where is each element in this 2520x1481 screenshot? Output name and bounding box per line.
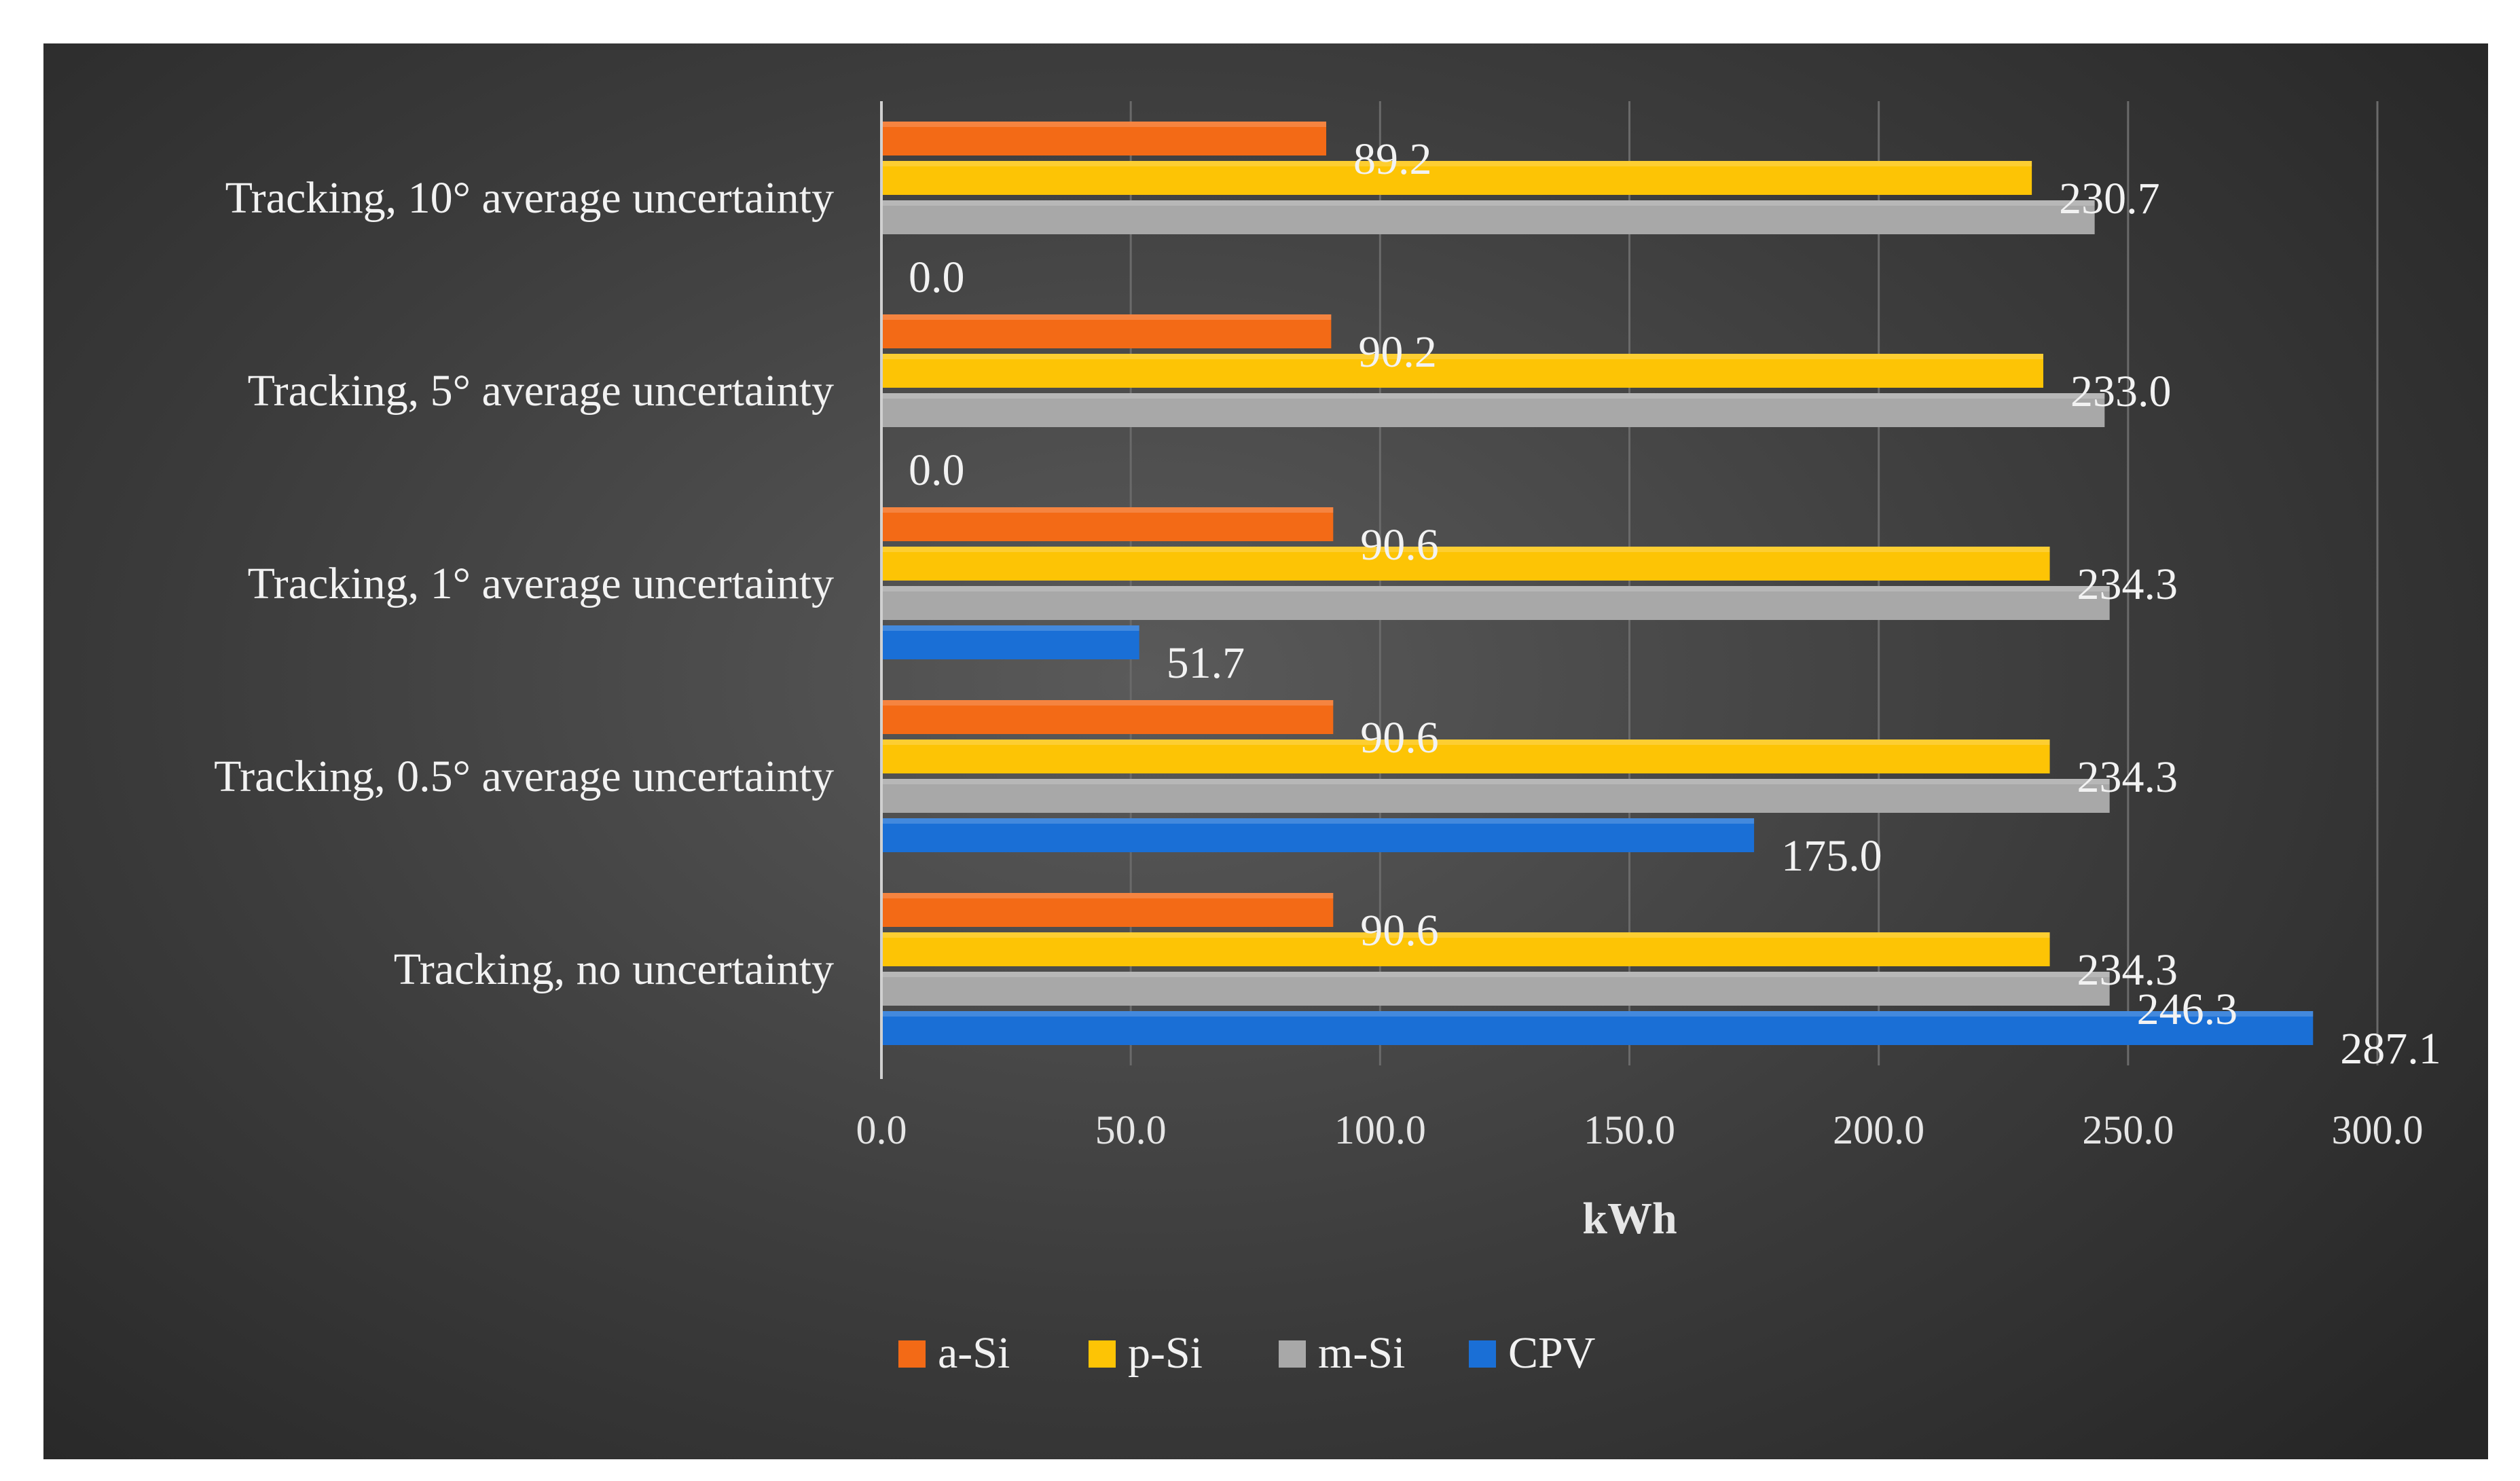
bar-highlight xyxy=(881,1011,2314,1017)
legend-swatch xyxy=(1469,1340,1496,1368)
legend-swatch xyxy=(1089,1340,1116,1368)
bar-m-si xyxy=(881,779,2110,813)
bar-a-si xyxy=(881,507,1334,541)
bar-cpv xyxy=(881,818,1755,852)
x-axis-title: kWh xyxy=(1582,1194,1677,1243)
bar-highlight xyxy=(881,507,1334,513)
bar-highlight xyxy=(881,161,2032,166)
x-tick-label: 300.0 xyxy=(2332,1108,2424,1152)
data-label: 175.0 xyxy=(1781,831,1882,881)
bar-cpv xyxy=(881,625,1139,659)
chart-frame: 0.0 50.0 100.0 150.0 200.0 250.0 300.0 Trackin… xyxy=(43,43,2488,1459)
labels: Tracking, 10° average uncertainty 89.2 230… xyxy=(214,134,2441,1074)
data-label: 51.7 xyxy=(1167,638,1245,688)
data-label: 234.3 xyxy=(2077,560,2178,609)
bar-highlight xyxy=(881,625,1139,631)
bar-highlight xyxy=(881,122,1327,127)
x-tick-label: 200.0 xyxy=(1833,1108,1924,1152)
legend-label: CPV xyxy=(1508,1328,1595,1378)
legend: a-Si p-Si m-Si CPV xyxy=(898,1328,1595,1378)
bar-highlight xyxy=(881,547,2050,552)
x-tick-label: 50.0 xyxy=(1095,1108,1167,1152)
category-label: Tracking, no uncertainty xyxy=(394,945,834,994)
bar-highlight xyxy=(881,739,2050,745)
x-tick-label: 250.0 xyxy=(2082,1108,2174,1152)
bar-a-si xyxy=(881,893,1334,927)
bar-highlight xyxy=(881,354,2043,359)
legend-label: p-Si xyxy=(1128,1328,1203,1378)
bar-m-si xyxy=(881,586,2110,620)
legend-swatch xyxy=(1279,1340,1306,1368)
bar-m-si xyxy=(881,393,2105,427)
bar-highlight xyxy=(881,314,1332,320)
axes: 0.0 50.0 100.0 150.0 200.0 250.0 300.0 xyxy=(856,101,2424,1152)
bar-a-si xyxy=(881,122,1327,156)
bar-highlight xyxy=(881,779,2110,784)
bar-highlight xyxy=(881,586,2110,591)
legend-label: m-Si xyxy=(1318,1328,1405,1378)
bar-highlight xyxy=(881,893,1334,898)
x-tick-label: 0.0 xyxy=(856,1108,907,1152)
category-label: Tracking, 5° average uncertainty xyxy=(248,366,834,416)
data-label: 0.0 xyxy=(909,253,965,302)
data-label: 89.2 xyxy=(1353,134,1432,184)
category-label: Tracking, 0.5° average uncertainty xyxy=(214,752,834,801)
bar-p-si xyxy=(881,932,2050,966)
data-label: 90.6 xyxy=(1360,520,1439,570)
bar-chart: 0.0 50.0 100.0 150.0 200.0 250.0 300.0 Trackin… xyxy=(214,101,2441,1378)
category-label: Tracking, 10° average uncertainty xyxy=(225,173,834,223)
bar-m-si xyxy=(881,200,2095,234)
x-tick-label: 100.0 xyxy=(1334,1108,1426,1152)
bar-highlight xyxy=(881,818,1755,824)
data-label: 90.2 xyxy=(1358,327,1437,377)
bar-p-si xyxy=(881,739,2050,773)
bar-p-si xyxy=(881,547,2050,581)
bar-highlight xyxy=(881,700,1334,706)
bars xyxy=(881,122,2314,1045)
data-label: 246.3 xyxy=(2137,985,2238,1034)
bar-p-si xyxy=(881,161,2032,195)
data-label: 233.0 xyxy=(2070,367,2172,416)
legend-swatch xyxy=(898,1340,926,1368)
x-tick-label: 150.0 xyxy=(1584,1108,1675,1152)
data-label: 287.1 xyxy=(2340,1024,2441,1074)
bar-highlight xyxy=(881,200,2095,206)
data-label: 230.7 xyxy=(2059,174,2160,223)
bar-a-si xyxy=(881,700,1334,734)
bar-highlight xyxy=(881,932,2050,938)
legend-label: a-Si xyxy=(938,1328,1010,1378)
data-label: 234.3 xyxy=(2077,752,2178,802)
bar-highlight xyxy=(881,393,2105,399)
bar-cpv xyxy=(881,1011,2314,1045)
bar-highlight xyxy=(881,972,2110,977)
category-label: Tracking, 1° average uncertainty xyxy=(248,559,834,608)
data-label: 0.0 xyxy=(909,445,965,495)
data-label: 90.6 xyxy=(1360,713,1439,763)
data-label: 234.3 xyxy=(2077,945,2178,995)
data-label: 90.6 xyxy=(1360,906,1439,955)
bar-m-si xyxy=(881,972,2110,1006)
bar-a-si xyxy=(881,314,1332,348)
bar-p-si xyxy=(881,354,2043,388)
